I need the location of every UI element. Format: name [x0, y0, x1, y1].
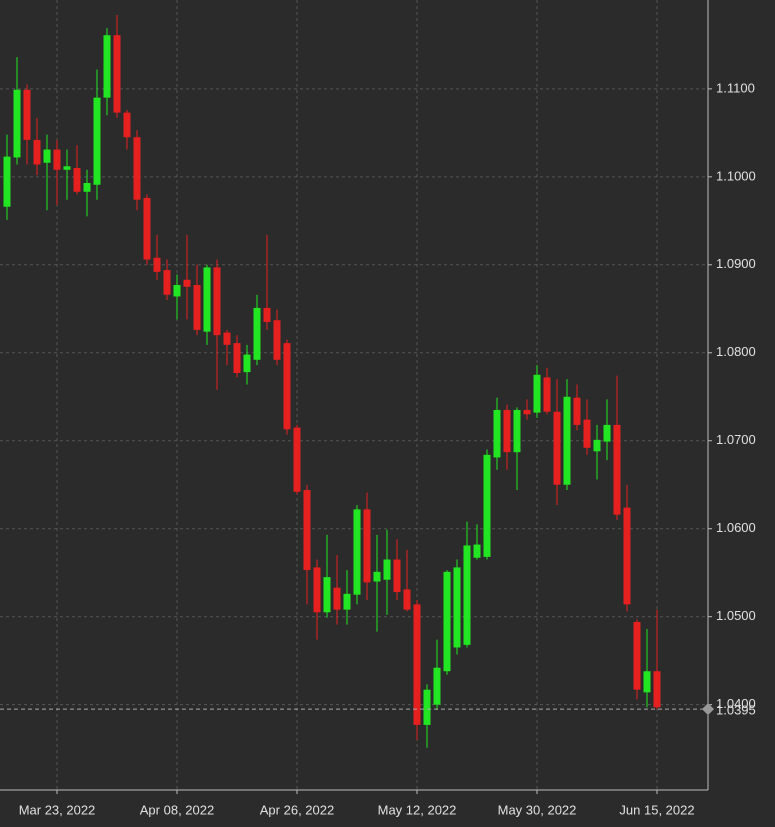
- candle-body: [503, 409, 511, 453]
- candle-body: [163, 270, 171, 295]
- candle-body: [523, 409, 531, 415]
- candle-body: [403, 589, 411, 610]
- candle-body: [563, 396, 571, 485]
- candle-body: [33, 139, 41, 165]
- y-tick-label: 1.0400: [716, 696, 756, 711]
- y-tick-label: 1.1000: [716, 168, 756, 183]
- candle-body: [653, 671, 661, 708]
- candle-body: [623, 507, 631, 605]
- candle-body: [53, 149, 61, 170]
- candle-body: [373, 571, 381, 582]
- candle-body: [343, 593, 351, 610]
- candle-body: [353, 509, 361, 595]
- candle-body: [233, 343, 241, 374]
- candle-body: [303, 490, 311, 571]
- candle-body: [643, 671, 651, 693]
- candle-body: [483, 454, 491, 557]
- candle-body: [123, 112, 131, 138]
- candle-body: [363, 509, 371, 583]
- candle-body: [583, 419, 591, 448]
- candle-body: [143, 197, 151, 260]
- candle-body: [253, 307, 261, 360]
- candle-body: [573, 397, 581, 425]
- candle-body: [3, 156, 11, 207]
- candle-body: [543, 377, 551, 412]
- candle-body: [423, 689, 431, 725]
- y-tick-label: 1.0500: [716, 608, 756, 623]
- y-tick-label: 1.0600: [716, 520, 756, 535]
- candle-body: [383, 559, 391, 580]
- candle-body: [443, 571, 451, 672]
- candle-body: [333, 587, 341, 610]
- x-tick-label: May 30, 2022: [498, 802, 577, 817]
- candle-body: [553, 411, 561, 485]
- y-tick-label: 1.0900: [716, 256, 756, 271]
- candle-body: [103, 35, 111, 98]
- candle-body: [283, 343, 291, 430]
- candle-body: [413, 604, 421, 725]
- x-tick-label: Apr 08, 2022: [140, 802, 214, 817]
- candle-body: [263, 307, 271, 322]
- candle-body: [613, 424, 621, 515]
- candle-body: [173, 285, 181, 297]
- x-tick-label: Mar 23, 2022: [19, 802, 96, 817]
- candle-body: [593, 439, 601, 452]
- candle-body: [193, 285, 201, 330]
- candle-body: [133, 137, 141, 200]
- candle-body: [473, 544, 481, 558]
- candle-body: [23, 89, 31, 140]
- candle-body: [393, 559, 401, 593]
- candle-body: [453, 567, 461, 648]
- candle-body: [43, 149, 51, 163]
- candle-body: [493, 409, 501, 458]
- candle-body: [183, 279, 191, 287]
- last-price-marker: [702, 703, 714, 716]
- candle-body: [73, 168, 81, 192]
- candle-body: [13, 89, 21, 158]
- candle-body: [293, 427, 301, 492]
- x-tick-label: Jun 15, 2022: [619, 802, 694, 817]
- candle-body: [63, 166, 71, 170]
- candle-body: [513, 409, 521, 453]
- candle-body: [323, 577, 331, 613]
- last-price-label: 1.0395: [716, 703, 756, 718]
- x-tick-label: Apr 26, 2022: [260, 802, 334, 817]
- candle-body: [433, 667, 441, 705]
- x-tick-label: May 12, 2022: [378, 802, 457, 817]
- candle-body: [113, 35, 121, 113]
- candle-body: [223, 332, 231, 345]
- candle-body: [463, 545, 471, 645]
- candle-body: [93, 97, 101, 185]
- candle-body: [203, 267, 211, 332]
- y-tick-label: 1.0700: [716, 432, 756, 447]
- candle-body: [313, 567, 321, 613]
- candle-body: [273, 320, 281, 360]
- candle-body: [633, 621, 641, 690]
- candle-body: [533, 374, 541, 413]
- candle-body: [153, 257, 161, 272]
- candle-body: [243, 354, 251, 373]
- y-tick-label: 1.0800: [716, 344, 756, 359]
- candle-body: [603, 424, 611, 442]
- y-tick-label: 1.1100: [716, 80, 755, 95]
- candle-body: [83, 182, 91, 192]
- candle-body: [213, 267, 221, 336]
